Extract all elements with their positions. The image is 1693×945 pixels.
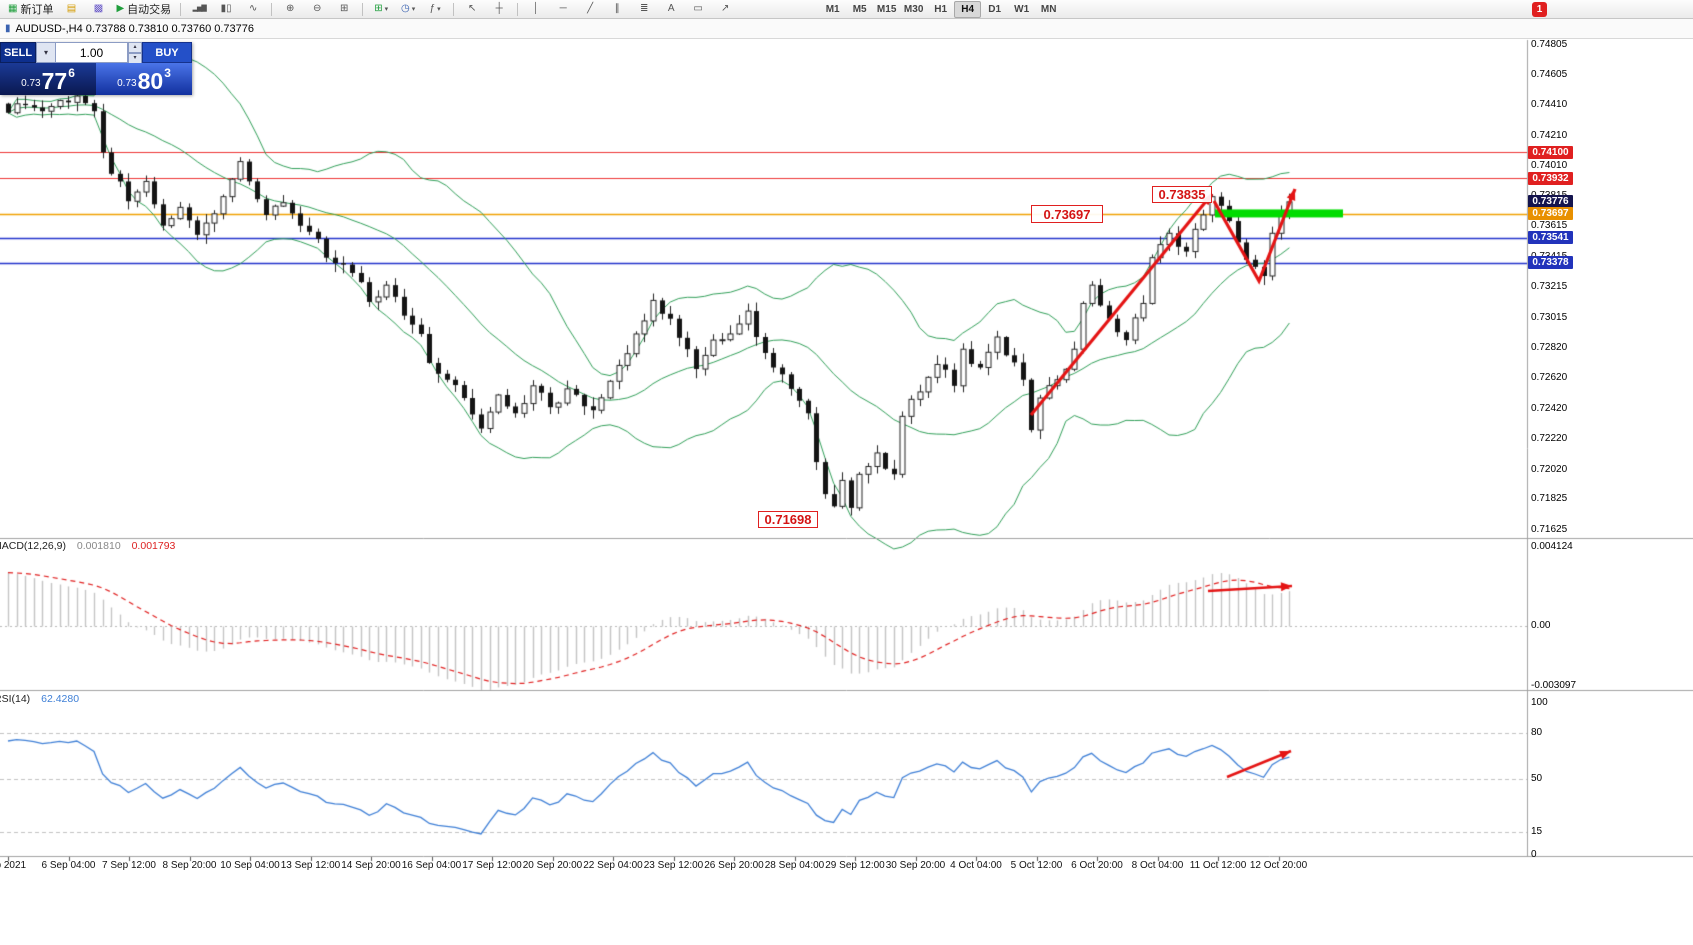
line-chart-icon[interactable]: ∿ — [248, 3, 258, 14]
tf-h1[interactable]: H1 — [934, 3, 948, 15]
auto-trading-play-icon: ▶ — [116, 3, 125, 14]
tf-mn[interactable]: MN — [1040, 3, 1057, 15]
tf-m30[interactable]: M30 — [903, 3, 924, 15]
toolbar-separator — [362, 2, 364, 16]
sell-button[interactable]: SELL — [0, 42, 36, 63]
tf-m1[interactable]: M1 — [825, 3, 840, 15]
sell-price-big: 77 — [41, 68, 68, 95]
chevron-down-icon: ▾ — [411, 6, 416, 13]
chart-title-bar: ▮ AUDUSD-,H4 0.73788 0.73810 0.73760 0.7… — [0, 19, 1693, 39]
timeframe-group: M1 M5 M15 M30 H1 H4 D1 W1 MN — [819, 0, 1062, 18]
label-tool-icon[interactable]: ▭ — [693, 3, 703, 14]
horizontal-line-tool-icon[interactable]: ─ — [559, 3, 567, 14]
one-click-trading-panel: SELL ▾ 1.00 ▴ ▾ BUY 0.73 77 6 0.73 80 3 — [0, 42, 192, 95]
indicators-button[interactable]: ƒ ▾ — [422, 0, 448, 18]
buy-price-pip: 3 — [164, 66, 171, 80]
tf-d1[interactable]: D1 — [988, 3, 1002, 15]
add-chart-icon: ⊞ — [374, 3, 383, 14]
text-tool-icon[interactable]: A — [667, 3, 675, 14]
candlestick-chart-icon[interactable]: ▮▯ — [220, 3, 232, 14]
chevron-down-icon: ▾ — [384, 6, 389, 13]
volume-stepper[interactable]: ▴ ▾ — [128, 42, 142, 64]
fibonacci-tool-icon[interactable]: ≣ — [639, 3, 649, 14]
buy-price-big: 80 — [137, 68, 164, 95]
new-chart-button[interactable]: ⊞ ▾ — [368, 0, 394, 18]
alerts-icon[interactable]: ▩ — [93, 3, 104, 14]
bar-chart-icon[interactable]: ▂▅▇ — [192, 5, 207, 12]
new-order-button[interactable]: ▦ 新订单 — [4, 0, 57, 18]
toolbar-separator — [180, 2, 182, 16]
tf-m15[interactable]: M15 — [876, 3, 897, 15]
tf-h4[interactable]: H4 — [954, 0, 982, 18]
tf-m5[interactable]: M5 — [852, 3, 867, 15]
new-order-label: 新订单 — [20, 4, 54, 16]
buy-price-prefix: 0.73 — [117, 78, 137, 89]
sell-price-prefix: 0.73 — [21, 78, 41, 89]
chart-icon: ▮ — [5, 22, 11, 34]
auto-trading-label: 自动交易 — [127, 4, 172, 16]
tf-w1[interactable]: W1 — [1014, 3, 1030, 15]
vertical-line-tool-icon[interactable]: │ — [533, 3, 540, 14]
volume-dropdown[interactable]: ▾ — [36, 42, 56, 63]
clock-icon: ◷ — [401, 3, 410, 14]
channel-tool-icon[interactable]: ∥ — [614, 3, 620, 14]
toolbar-separator — [453, 2, 455, 16]
trendline-tool-icon[interactable]: ╱ — [587, 3, 594, 14]
periods-button[interactable]: ◷ ▾ — [395, 0, 421, 18]
tile-windows-icon[interactable]: ⊞ — [339, 3, 349, 14]
toolbar: ▦ 新订单 ▤ ▩ ▶ 自动交易 ▂▅▇ ▮▯ ∿ ⊕ ⊖ ⊞ ⊞ ▾ ◷ ▾ … — [0, 0, 1693, 19]
chevron-down-icon: ▾ — [437, 6, 441, 13]
zoom-in-icon[interactable]: ⊕ — [285, 3, 295, 14]
volume-up-icon[interactable]: ▴ — [128, 42, 142, 53]
history-center-icon[interactable]: ▤ — [66, 3, 77, 14]
sell-price-display[interactable]: 0.73 77 6 — [0, 63, 96, 95]
sell-price-pip: 6 — [68, 66, 75, 80]
buy-button[interactable]: BUY — [142, 42, 192, 63]
cursor-icon[interactable]: ↖ — [467, 3, 477, 14]
crosshair-icon[interactable]: ┼ — [495, 3, 503, 14]
toolbar-separator — [271, 2, 273, 16]
volume-input[interactable]: 1.00 — [56, 42, 128, 63]
chart-title: AUDUSD-,H4 0.73788 0.73810 0.73760 0.737… — [15, 22, 255, 35]
notification-badge[interactable]: 1 — [1532, 1, 1547, 17]
auto-trading-button[interactable]: ▶ 自动交易 — [112, 0, 175, 18]
new-order-icon: ▦ — [8, 3, 18, 14]
toolbar-separator — [517, 2, 519, 16]
zoom-out-icon[interactable]: ⊖ — [312, 3, 322, 14]
buy-price-display[interactable]: 0.73 80 3 — [96, 63, 192, 95]
arrows-tool-icon[interactable]: ↗ — [720, 3, 730, 14]
indicators-icon: ƒ — [429, 3, 436, 14]
